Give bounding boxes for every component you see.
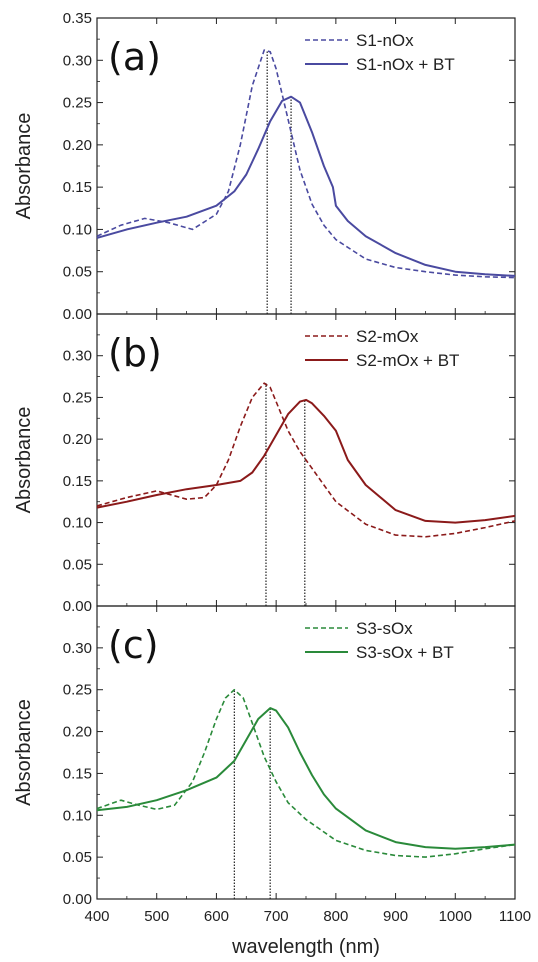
series-line-dashed <box>96 49 516 279</box>
y-tick-label: 0.15 <box>63 473 92 490</box>
y-axis-title: Absorbance <box>13 699 35 806</box>
legend-label: S1-nOx <box>356 31 414 50</box>
panel-label: (b) <box>108 331 162 375</box>
y-tick-label: 0.30 <box>63 52 92 69</box>
legend-label: S2-mOx <box>356 327 419 346</box>
x-tick-label: 600 <box>204 908 229 925</box>
legend-label: S1-nOx + BT <box>356 55 455 74</box>
series-line-solid <box>96 95 516 277</box>
y-tick-label: 0.20 <box>63 137 92 154</box>
y-tick-label: 0.20 <box>63 431 92 448</box>
series-line-solid <box>96 707 516 850</box>
legend-label: S3-sOx + BT <box>356 643 454 662</box>
panel-label: (a) <box>108 35 161 79</box>
x-tick-label: 500 <box>144 908 169 925</box>
y-tick-label: 0.30 <box>63 640 92 657</box>
y-tick-label: 0.15 <box>63 765 92 782</box>
y-tick-label: 0.05 <box>63 556 92 573</box>
x-tick-label: 800 <box>323 908 348 925</box>
x-tick-label: 1000 <box>439 908 472 925</box>
x-tick-label: 1100 <box>499 908 531 925</box>
series-line-dashed <box>96 688 516 858</box>
x-tick-label: 400 <box>84 908 109 925</box>
y-tick-label: 0.10 <box>63 807 92 824</box>
series-line-solid <box>96 398 516 524</box>
y-tick-label: 0.25 <box>63 95 92 112</box>
y-tick-label: 0.10 <box>63 515 92 532</box>
x-tick-label: 900 <box>383 908 408 925</box>
series-line-dashed <box>96 382 516 538</box>
panel-label: (c) <box>108 623 159 667</box>
legend-label: S2-mOx + BT <box>356 351 459 370</box>
y-tick-label: 0.25 <box>63 682 92 699</box>
legend-label: S3-sOx <box>356 619 413 638</box>
y-tick-label: 0.05 <box>63 264 92 281</box>
y-tick-label: 0.05 <box>63 849 92 866</box>
y-tick-label: 0.15 <box>63 179 92 196</box>
y-tick-label: 0.20 <box>63 724 92 741</box>
y-tick-label: 0.30 <box>63 348 92 365</box>
y-axis-title: Absorbance <box>13 407 35 514</box>
y-tick-label: 0.00 <box>63 891 92 908</box>
x-axis-title: wavelength (nm) <box>231 936 380 958</box>
y-tick-label: 0.10 <box>63 221 92 238</box>
y-tick-label: 0.00 <box>63 598 92 615</box>
y-tick-label: 0.00 <box>63 306 92 323</box>
y-tick-label: 0.35 <box>63 10 92 27</box>
y-tick-label: 0.25 <box>63 389 92 406</box>
y-axis-title: Absorbance <box>13 113 35 220</box>
x-tick-label: 700 <box>264 908 289 925</box>
